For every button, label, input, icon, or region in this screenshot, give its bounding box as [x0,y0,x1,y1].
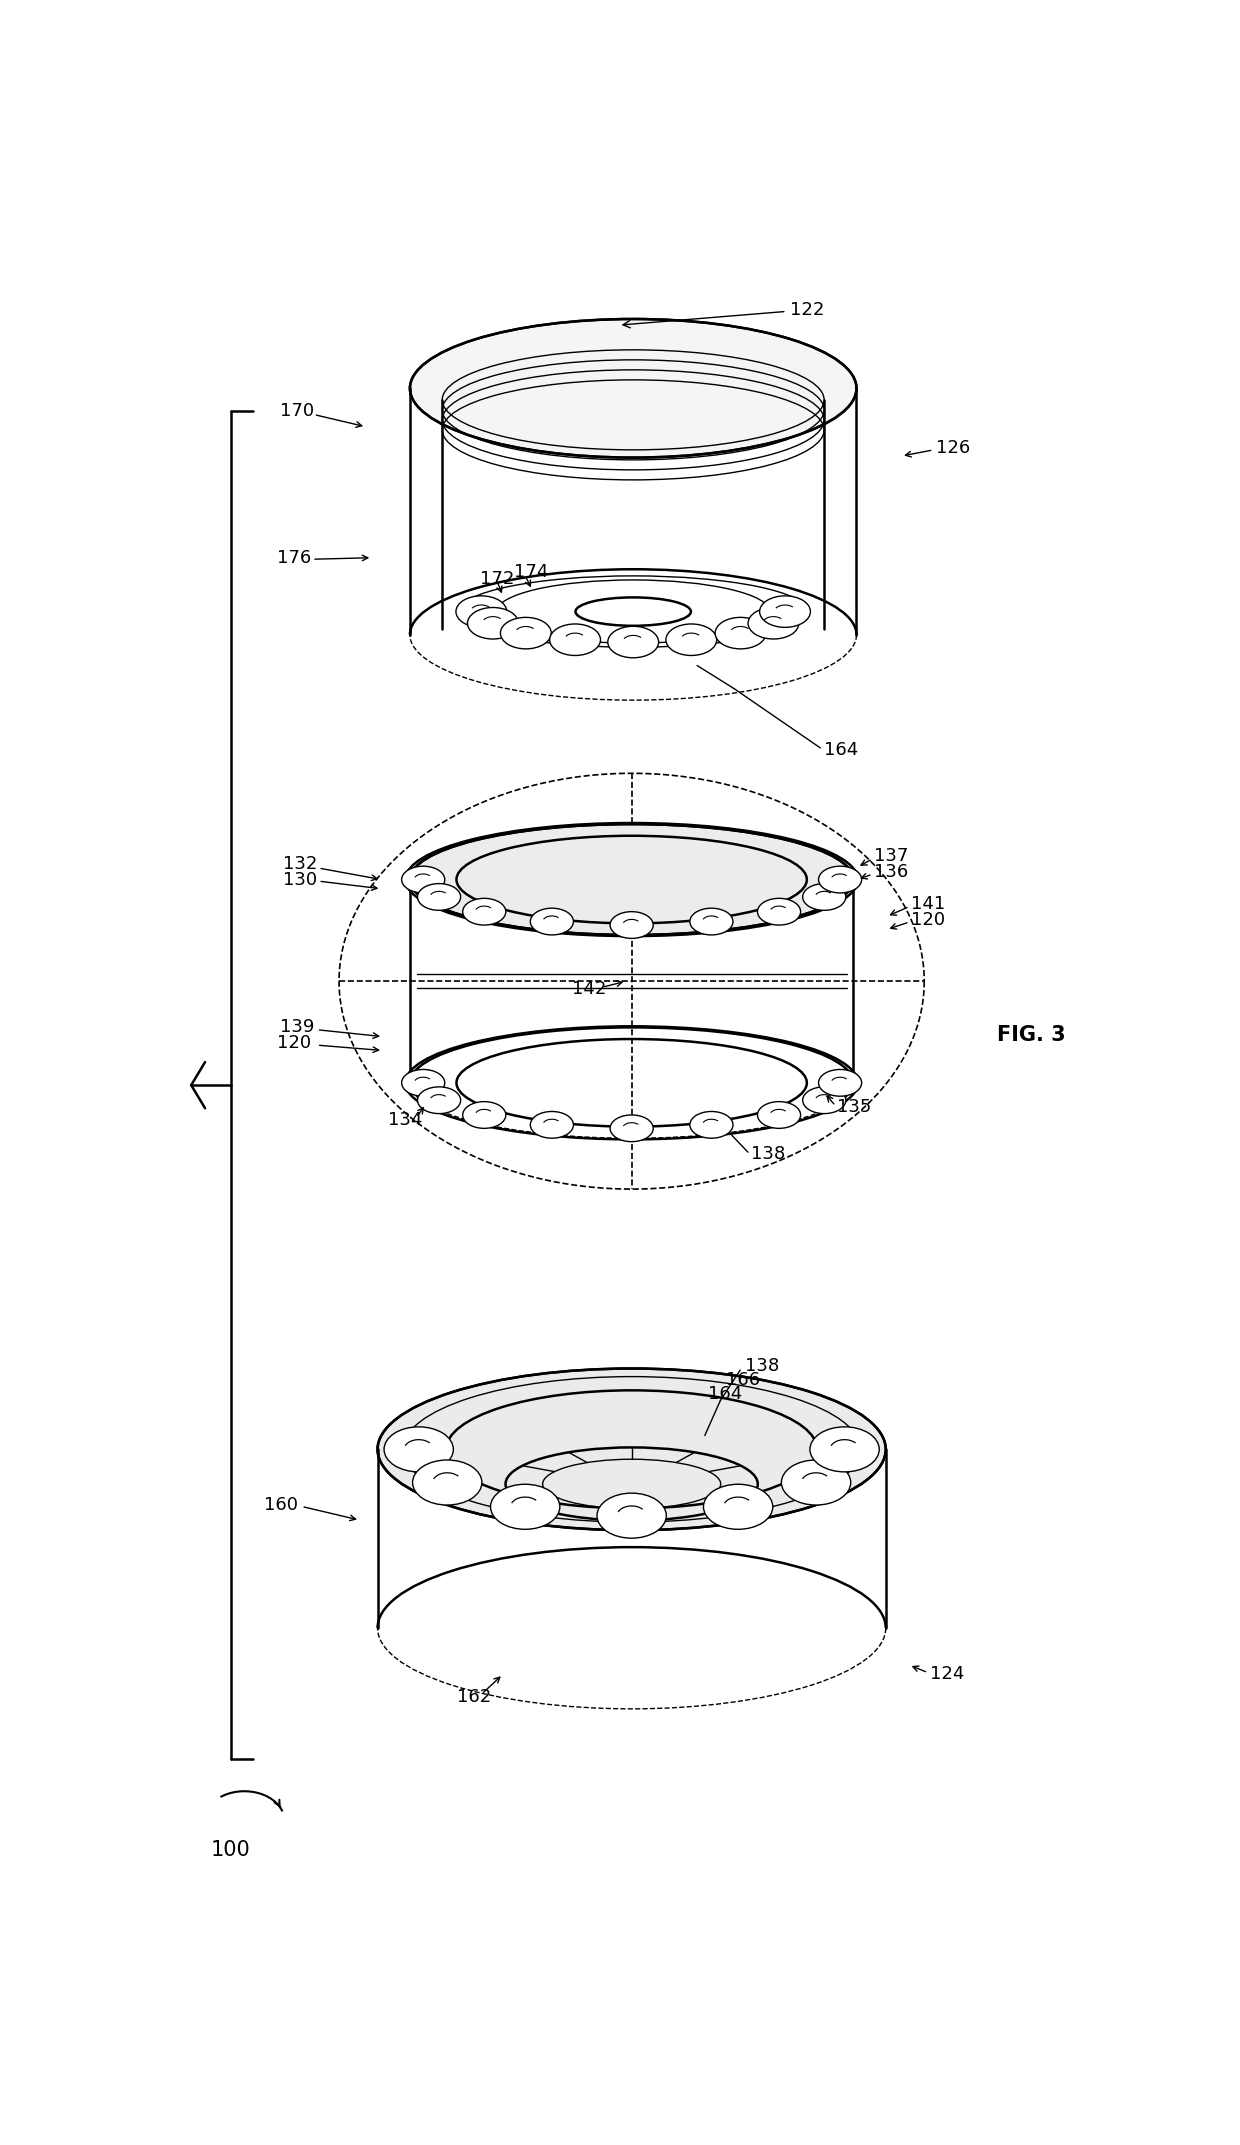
Text: 164: 164 [708,1386,742,1403]
Ellipse shape [610,1115,653,1141]
Ellipse shape [802,1088,846,1113]
Text: 100: 100 [211,1840,250,1860]
Text: 172: 172 [480,571,515,588]
Ellipse shape [463,899,506,924]
Text: 120: 120 [278,1034,311,1051]
Text: 120: 120 [911,912,945,929]
Text: 176: 176 [278,549,311,566]
Text: 130: 130 [283,871,317,888]
Ellipse shape [456,596,507,626]
Ellipse shape [531,907,573,935]
Ellipse shape [596,1493,666,1538]
Ellipse shape [818,1070,862,1096]
Text: 166: 166 [727,1371,760,1390]
Ellipse shape [781,1461,851,1506]
Text: 132: 132 [283,856,317,873]
Text: 122: 122 [622,300,823,328]
Ellipse shape [818,867,862,892]
Text: 139: 139 [280,1019,314,1036]
Ellipse shape [418,884,460,909]
Ellipse shape [410,320,857,457]
Text: 142: 142 [573,980,606,997]
Ellipse shape [410,824,853,935]
Text: 138: 138 [745,1358,779,1375]
Ellipse shape [703,1484,773,1529]
Ellipse shape [377,1369,885,1529]
Ellipse shape [531,1111,573,1139]
Text: 138: 138 [751,1145,785,1163]
Ellipse shape [549,624,600,656]
Ellipse shape [666,624,717,656]
Ellipse shape [467,607,518,639]
Ellipse shape [402,1070,445,1096]
Ellipse shape [501,618,552,650]
Ellipse shape [758,1103,801,1128]
Ellipse shape [689,1111,733,1139]
Ellipse shape [608,626,658,659]
Ellipse shape [413,1461,482,1506]
Ellipse shape [802,884,846,909]
Ellipse shape [402,867,445,892]
Text: 135: 135 [837,1098,872,1118]
Text: 137: 137 [874,847,909,864]
Text: 124: 124 [930,1665,963,1684]
Ellipse shape [418,1088,460,1113]
Ellipse shape [384,1426,454,1471]
Text: 174: 174 [513,562,548,581]
Text: 160: 160 [264,1495,299,1514]
Ellipse shape [463,1103,506,1128]
Ellipse shape [748,607,799,639]
Ellipse shape [610,912,653,937]
Text: 162: 162 [456,1688,491,1705]
Ellipse shape [715,618,766,650]
Text: 136: 136 [874,862,909,882]
Ellipse shape [758,899,801,924]
Text: FIG. 3: FIG. 3 [997,1025,1066,1045]
Text: 170: 170 [280,403,314,420]
Text: 141: 141 [911,894,945,914]
Ellipse shape [760,596,811,626]
Text: 164: 164 [825,742,858,759]
Text: 126: 126 [936,440,970,457]
Ellipse shape [810,1426,879,1471]
Ellipse shape [491,1484,559,1529]
Text: 134: 134 [388,1111,422,1128]
Ellipse shape [689,907,733,935]
